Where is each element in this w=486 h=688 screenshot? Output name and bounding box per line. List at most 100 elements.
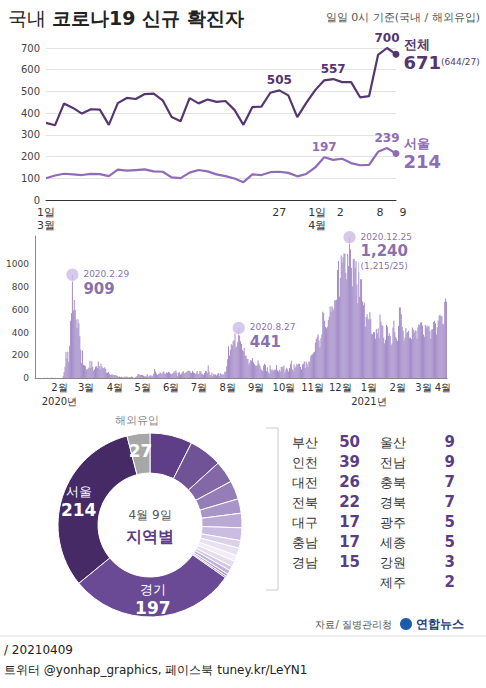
svg-text:17: 17 xyxy=(339,513,360,531)
svg-text:200: 200 xyxy=(21,151,40,162)
svg-text:2020.2.29: 2020.2.29 xyxy=(83,269,129,279)
svg-text:700: 700 xyxy=(21,43,40,54)
svg-text:50: 50 xyxy=(339,433,360,451)
svg-text:100: 100 xyxy=(21,173,40,184)
svg-text:39: 39 xyxy=(339,453,360,471)
svg-text:15: 15 xyxy=(339,553,360,571)
svg-text:서울: 서울 xyxy=(404,136,430,151)
svg-text:5: 5 xyxy=(445,533,455,551)
svg-text:6월: 6월 xyxy=(163,382,179,393)
svg-text:0: 0 xyxy=(34,195,40,206)
svg-text:600: 600 xyxy=(21,64,40,75)
svg-text:3월: 3월 xyxy=(78,382,94,393)
svg-text:광주: 광주 xyxy=(380,515,406,530)
svg-text:2월: 2월 xyxy=(389,382,405,393)
svg-text:트위터 @yonhap_graphics, 페이스북 tun: 트위터 @yonhap_graphics, 페이스북 tuney.kr/LeYN… xyxy=(4,663,307,677)
svg-text:4월 9일: 4월 9일 xyxy=(128,508,171,522)
svg-text:5: 5 xyxy=(445,513,455,531)
svg-text:전북: 전북 xyxy=(292,495,318,510)
svg-text:부산: 부산 xyxy=(292,435,318,450)
svg-text:5월: 5월 xyxy=(134,382,150,393)
svg-text:557: 557 xyxy=(321,62,346,76)
svg-text:1,240: 1,240 xyxy=(361,242,408,260)
svg-text:7월: 7월 xyxy=(191,382,207,393)
svg-text:세종: 세종 xyxy=(380,535,406,550)
svg-text:2: 2 xyxy=(337,206,344,219)
svg-text:400: 400 xyxy=(21,108,40,119)
svg-text:441: 441 xyxy=(250,333,281,351)
svg-text:27: 27 xyxy=(129,441,153,461)
svg-text:경북: 경북 xyxy=(380,495,406,510)
svg-text:214: 214 xyxy=(404,151,442,172)
svg-text:충남: 충남 xyxy=(292,535,318,550)
svg-text:대구: 대구 xyxy=(292,515,318,530)
svg-text:2020.12.25: 2020.12.25 xyxy=(361,232,413,242)
svg-text:197: 197 xyxy=(312,140,337,154)
svg-text:200: 200 xyxy=(12,350,29,360)
svg-text:3: 3 xyxy=(445,553,455,571)
svg-text:지역별: 지역별 xyxy=(126,527,174,546)
svg-text:1월: 1월 xyxy=(361,382,377,393)
svg-text:전남: 전남 xyxy=(380,455,406,470)
svg-text:26: 26 xyxy=(339,473,360,491)
svg-text:27: 27 xyxy=(272,206,286,219)
svg-text:경남: 경남 xyxy=(292,555,318,570)
svg-text:400: 400 xyxy=(12,328,29,338)
svg-text:2: 2 xyxy=(445,573,455,591)
svg-text:239: 239 xyxy=(374,131,399,145)
svg-text:505: 505 xyxy=(267,73,292,87)
svg-text:600: 600 xyxy=(12,305,29,315)
svg-text:울산: 울산 xyxy=(380,435,406,450)
svg-text:일일 0시 기준(국내 / 해외유입): 일일 0시 기준(국내 / 해외유입) xyxy=(326,11,480,24)
svg-text:전체: 전체 xyxy=(404,37,430,52)
svg-text:경기: 경기 xyxy=(140,582,166,597)
svg-text:0: 0 xyxy=(23,373,29,383)
svg-text:2021년: 2021년 xyxy=(351,396,386,407)
svg-text:22: 22 xyxy=(339,493,360,511)
svg-text:3월: 3월 xyxy=(37,219,55,232)
svg-text:11월: 11월 xyxy=(301,382,324,393)
svg-text:2020년: 2020년 xyxy=(42,396,77,407)
svg-text:9: 9 xyxy=(400,206,407,219)
svg-text:500: 500 xyxy=(21,86,40,97)
svg-text:(644/27): (644/27) xyxy=(441,57,480,67)
svg-text:서울: 서울 xyxy=(66,484,92,499)
svg-text:671: 671 xyxy=(404,52,442,73)
svg-text:17: 17 xyxy=(339,533,360,551)
svg-text:7: 7 xyxy=(445,473,455,491)
svg-text:1000: 1000 xyxy=(6,259,29,269)
svg-text:/ 20210409: / 20210409 xyxy=(4,643,73,657)
svg-text:제주: 제주 xyxy=(380,575,406,590)
svg-text:9: 9 xyxy=(445,453,455,471)
svg-text:8: 8 xyxy=(377,206,384,219)
svg-text:1일: 1일 xyxy=(37,206,55,219)
svg-text:800: 800 xyxy=(12,282,29,292)
svg-text:1일: 1일 xyxy=(308,206,326,219)
svg-text:10월: 10월 xyxy=(273,382,296,393)
svg-text:자료/ 질병관리청: 자료/ 질병관리청 xyxy=(315,619,392,630)
svg-text:충북: 충북 xyxy=(380,475,406,490)
svg-text:4월: 4월 xyxy=(107,382,123,393)
svg-text:197: 197 xyxy=(135,598,171,618)
svg-text:2월: 2월 xyxy=(51,382,67,393)
svg-text:9: 9 xyxy=(445,433,455,451)
svg-text:7: 7 xyxy=(445,493,455,511)
svg-text:연합뉴스: 연합뉴스 xyxy=(416,617,464,631)
svg-text:인천: 인천 xyxy=(292,455,318,470)
svg-text:국내: 국내 xyxy=(8,7,46,29)
svg-text:코로나19 신규 확진자: 코로나19 신규 확진자 xyxy=(52,7,244,29)
svg-text:12월: 12월 xyxy=(329,382,352,393)
svg-text:대전: 대전 xyxy=(292,475,318,490)
svg-text:2020.8.27: 2020.8.27 xyxy=(250,322,296,332)
svg-text:3월: 3월 xyxy=(415,382,431,393)
svg-text:강원: 강원 xyxy=(380,555,406,570)
svg-text:700: 700 xyxy=(374,31,399,45)
svg-text:9월: 9월 xyxy=(248,382,264,393)
svg-text:214: 214 xyxy=(61,500,97,520)
svg-text:4월: 4월 xyxy=(308,219,326,232)
svg-text:909: 909 xyxy=(83,280,114,298)
svg-text:4월: 4월 xyxy=(435,382,451,393)
svg-text:(1,215/25): (1,215/25) xyxy=(361,261,408,271)
svg-text:300: 300 xyxy=(21,129,40,140)
svg-text:해외유입: 해외유입 xyxy=(115,414,159,427)
